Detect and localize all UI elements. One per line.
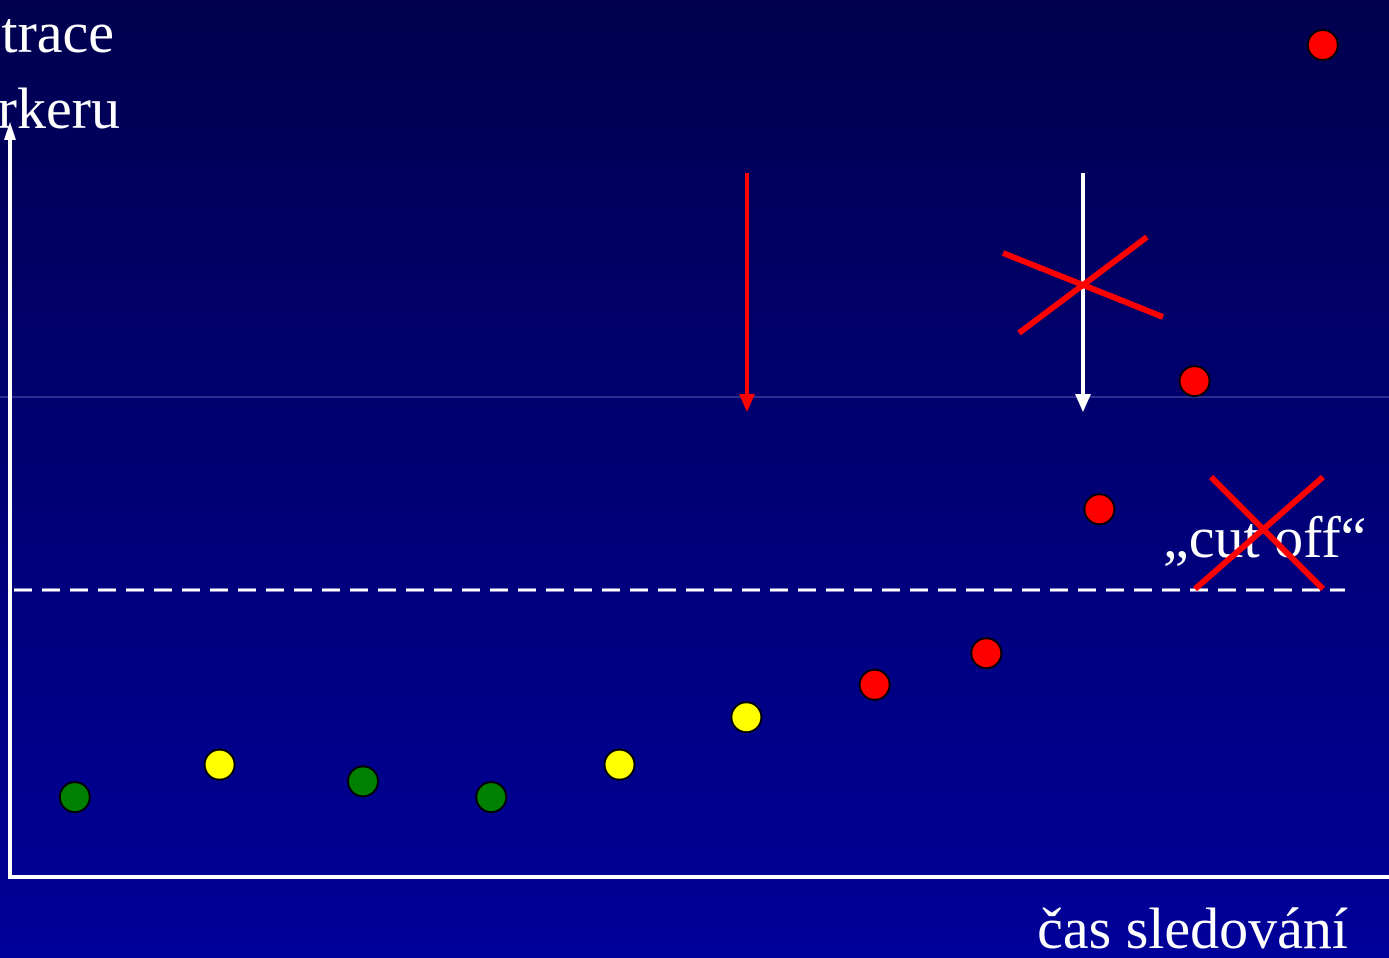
- cross: [1193, 474, 1325, 592]
- y-label: trace: [1, 0, 114, 65]
- cutoff-label: „cut off“: [1163, 505, 1366, 570]
- point: [858, 668, 891, 701]
- point: [58, 781, 91, 814]
- white-arrow-head: [1075, 394, 1091, 412]
- cross: [1017, 234, 1149, 336]
- point: [1083, 493, 1116, 526]
- y-label: rkeru: [0, 76, 120, 141]
- point: [1178, 365, 1211, 398]
- point: [203, 748, 236, 781]
- point: [730, 701, 763, 734]
- point: [347, 765, 380, 798]
- point: [603, 748, 636, 781]
- point: [475, 781, 508, 814]
- marks: [14, 29, 1345, 814]
- y-axis-arrow: [4, 122, 16, 140]
- x-label: čas sledování: [1037, 896, 1348, 958]
- cross: [1208, 474, 1326, 592]
- point: [970, 637, 1003, 670]
- point: [1306, 29, 1339, 61]
- red-arrow-head: [739, 394, 755, 412]
